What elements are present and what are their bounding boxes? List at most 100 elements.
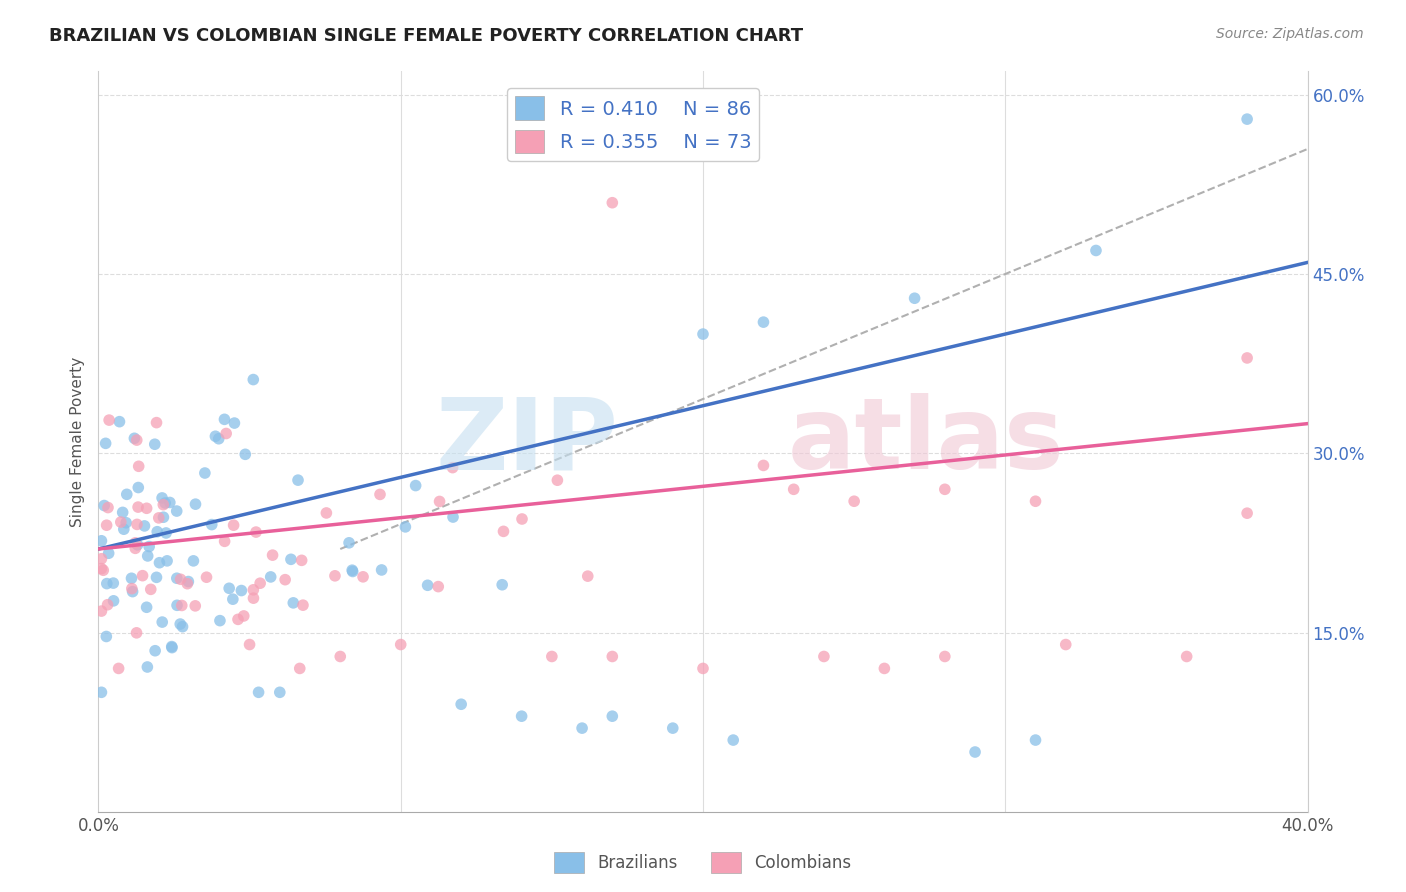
Point (112, 522, 135, 536)
Point (602, 709, 624, 723)
Point (128, 459, 150, 474)
Point (340, 563, 363, 577)
Point (416, 578, 439, 592)
Point (111, 505, 134, 519)
Point (124, 431, 146, 445)
Legend: Brazilians, Colombians: Brazilians, Colombians (547, 846, 859, 880)
Point (160, 640, 183, 655)
Point (752, 458, 775, 473)
Point (571, 721, 593, 735)
Point (510, 709, 533, 723)
Point (904, 291, 927, 305)
Point (602, 649, 624, 664)
Point (752, 315, 775, 329)
Text: ZIP: ZIP (436, 393, 619, 490)
Point (166, 571, 188, 585)
Point (965, 745, 987, 759)
Point (692, 661, 714, 675)
Point (239, 638, 262, 652)
Point (93, 499, 115, 513)
Point (98, 413, 121, 427)
Point (108, 415, 131, 429)
Point (127, 538, 149, 552)
Text: atlas: atlas (787, 393, 1064, 490)
Point (337, 536, 360, 550)
Point (283, 596, 305, 610)
Point (873, 661, 896, 675)
Point (844, 494, 866, 508)
Point (934, 649, 956, 664)
Point (291, 553, 314, 567)
Point (96, 576, 118, 591)
Point (441, 510, 464, 524)
Point (138, 540, 160, 554)
Point (813, 649, 835, 664)
Point (1236, 112, 1258, 127)
Point (245, 524, 267, 539)
Point (1085, 244, 1108, 258)
Point (280, 552, 302, 566)
Point (90, 685, 112, 699)
Point (96, 518, 118, 533)
Point (546, 473, 568, 487)
Point (1024, 494, 1046, 508)
Point (576, 569, 599, 583)
Point (329, 649, 352, 664)
Point (370, 563, 392, 577)
Point (342, 565, 364, 579)
Point (540, 649, 562, 664)
Point (218, 582, 240, 596)
Point (143, 437, 166, 451)
Point (124, 536, 146, 550)
Point (260, 570, 283, 584)
Point (136, 660, 159, 674)
Point (90, 604, 112, 618)
Point (139, 582, 162, 597)
Point (427, 580, 450, 594)
Point (153, 496, 176, 510)
Point (136, 549, 159, 563)
Point (103, 576, 125, 591)
Point (183, 554, 205, 568)
Point (1175, 649, 1198, 664)
Point (194, 466, 217, 480)
Text: BRAZILIAN VS COLOMBIAN SINGLE FEMALE POVERTY CORRELATION CHART: BRAZILIAN VS COLOMBIAN SINGLE FEMALE POV… (49, 27, 803, 45)
Point (94, 436, 117, 450)
Point (184, 497, 207, 511)
Point (208, 432, 231, 446)
Point (146, 524, 169, 539)
Point (214, 412, 236, 426)
Point (125, 517, 148, 532)
Point (143, 644, 166, 658)
Point (1054, 638, 1077, 652)
Point (323, 569, 346, 583)
Y-axis label: Single Female Poverty: Single Female Poverty (69, 357, 84, 526)
Point (166, 599, 188, 613)
Point (291, 598, 314, 612)
Point (247, 685, 270, 699)
Point (103, 594, 125, 608)
Point (97, 546, 120, 560)
Point (1236, 351, 1258, 365)
Point (156, 554, 179, 568)
Point (160, 640, 183, 654)
Point (274, 573, 297, 587)
Point (242, 582, 264, 597)
Point (215, 426, 238, 441)
Point (170, 599, 193, 613)
Point (150, 491, 173, 505)
Point (124, 541, 146, 556)
Point (90, 533, 112, 548)
Point (692, 327, 714, 342)
Point (242, 373, 264, 387)
Point (352, 570, 374, 584)
Point (269, 685, 291, 699)
Point (226, 612, 249, 626)
Point (184, 599, 207, 613)
Point (661, 721, 683, 735)
Point (222, 592, 245, 607)
Point (723, 733, 745, 747)
Point (127, 500, 149, 514)
Point (145, 416, 167, 430)
Point (1236, 506, 1258, 520)
